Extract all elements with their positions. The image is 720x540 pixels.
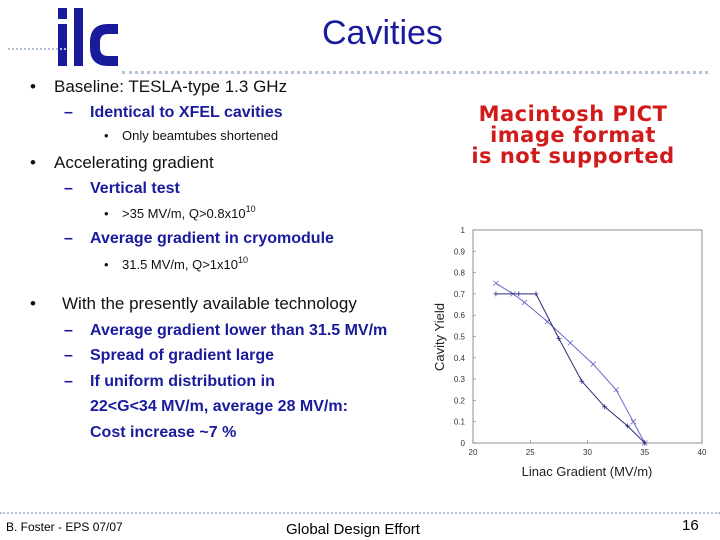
marker-stroke: [493, 280, 499, 287]
x-tick-label: 40: [698, 448, 707, 457]
y-tick-label: 0.5: [454, 333, 466, 342]
sub-bullet-cryomodule: – Average gradient in cryomodule: [64, 230, 334, 247]
sub-bullet-average-lower: – Average gradient lower than 31.5 MV/m: [64, 322, 388, 339]
sub-bullet-spread: – Spread of gradient large: [64, 347, 275, 364]
sub-bullet-text: Identical to XFEL cavities: [90, 104, 283, 121]
value-text: >35 MV/m, Q>0.8x10: [122, 206, 246, 221]
cavity-yield-chart: Cavity Yield Linac Gradient (MV/m) 0 0.1 0…: [432, 226, 707, 479]
sub-bullet-uniform-line3: Cost increase ~7 %: [90, 424, 237, 441]
data-point: [625, 423, 631, 429]
title-dotted-rule: [122, 71, 708, 74]
footer-organization: Global Design Effort: [286, 521, 420, 538]
bullet-text: Baseline: TESLA-type 1.3 GHz: [54, 77, 288, 96]
ilc-logo: ilc: [52, 6, 118, 66]
series-line-2: [495, 293, 646, 444]
y-tick-label: 0.2: [454, 396, 466, 405]
y-tick-label: 0.3: [454, 375, 466, 384]
sub-bullet-vertical-test: – Vertical test: [64, 180, 180, 197]
sub-bullet-uniform-line2: 22<G<34 MV/m, average 28 MV/m:: [90, 398, 348, 415]
sub-bullet-text: Vertical test: [90, 180, 180, 197]
data-point: [556, 336, 562, 342]
sub-sub-bullet-text: Only beamtubes shortened: [122, 128, 279, 143]
data-point: [590, 361, 597, 367]
data-point: [493, 280, 499, 287]
sub-bullet-uniform: – If uniform distribution in: [64, 373, 275, 390]
data-point: [602, 404, 608, 410]
data-point: [579, 378, 585, 384]
data-point: [493, 291, 499, 297]
exponent: 10: [237, 255, 248, 265]
y-tick-label: 0.4: [454, 354, 466, 363]
sub-bullet-text: Spread of gradient large: [90, 347, 275, 364]
marker-stroke: [590, 361, 597, 367]
pict-line-2: image format: [490, 123, 656, 147]
bullet-technology: • With the presently available technology: [30, 294, 357, 313]
page-number: 16: [682, 517, 699, 534]
x-axis-label: Linac Gradient (MV/m): [522, 464, 653, 479]
x-tick-label: 35: [640, 448, 649, 457]
marker-stroke: [521, 299, 528, 306]
data-point: [630, 418, 637, 425]
sub-sub-bullet-beamtubes: • Only beamtubes shortened: [104, 128, 279, 143]
sub-sub-bullet-cryomodule-value: • 31.5 MV/m, Q>1x1010: [104, 255, 248, 273]
pict-line-1: Macintosh PICT: [478, 102, 668, 126]
data-point: [567, 340, 574, 346]
bullet-text: With the presently available technology: [62, 294, 357, 313]
top-dotted-rule: [8, 48, 66, 50]
data-point: [516, 291, 522, 297]
bullet-baseline: • Baseline: TESLA-type 1.3 GHz: [30, 77, 288, 96]
data-point: [642, 440, 648, 446]
x-tick-label: 20: [469, 448, 478, 457]
y-tick-label: 0: [461, 439, 466, 448]
y-tick-label: 0.6: [454, 311, 466, 320]
y-tick-label: 0.1: [454, 418, 466, 427]
sub-sub-bullet-vertical-value: • >35 MV/m, Q>0.8x1010: [104, 204, 256, 222]
bullet-text: Accelerating gradient: [54, 153, 214, 172]
sub-bullet-text: Average gradient in cryomodule: [90, 230, 334, 247]
logo-text: ilc: [52, 6, 53, 7]
x-tick-label: 30: [583, 448, 592, 457]
data-point: [533, 291, 539, 297]
x-tick-label: 25: [526, 448, 535, 457]
y-tick-label: 0.7: [454, 290, 466, 299]
slide-title: Cavities: [322, 14, 443, 52]
plot-area: [472, 229, 703, 444]
y-tick-label: 0.9: [454, 247, 466, 256]
footer-dotted-rule: [0, 512, 720, 514]
marker-stroke: [613, 386, 619, 393]
marker-stroke: [630, 418, 637, 425]
data-point: [613, 386, 619, 393]
data-point: [521, 299, 528, 306]
pict-unsupported-placeholder: Macintosh PICT image format is not suppo…: [430, 104, 716, 167]
pict-line-3: is not supported: [471, 144, 675, 168]
footer-author: B. Foster - EPS 07/07: [6, 520, 123, 534]
y-tick-label: 1: [461, 226, 466, 235]
sub-bullet-text: Average gradient lower than 31.5 MV/m: [90, 322, 388, 339]
y-axis-label: Cavity Yield: [432, 303, 447, 371]
sub-bullet-text: If uniform distribution in: [90, 373, 275, 390]
y-tick-label: 0.8: [454, 269, 466, 278]
sub-bullet-xfel: – Identical to XFEL cavities: [64, 104, 283, 121]
value-text: 31.5 MV/m, Q>1x10: [122, 257, 238, 272]
bullet-gradient: • Accelerating gradient: [30, 153, 214, 172]
exponent: 10: [245, 204, 256, 214]
marker-stroke: [567, 340, 574, 346]
